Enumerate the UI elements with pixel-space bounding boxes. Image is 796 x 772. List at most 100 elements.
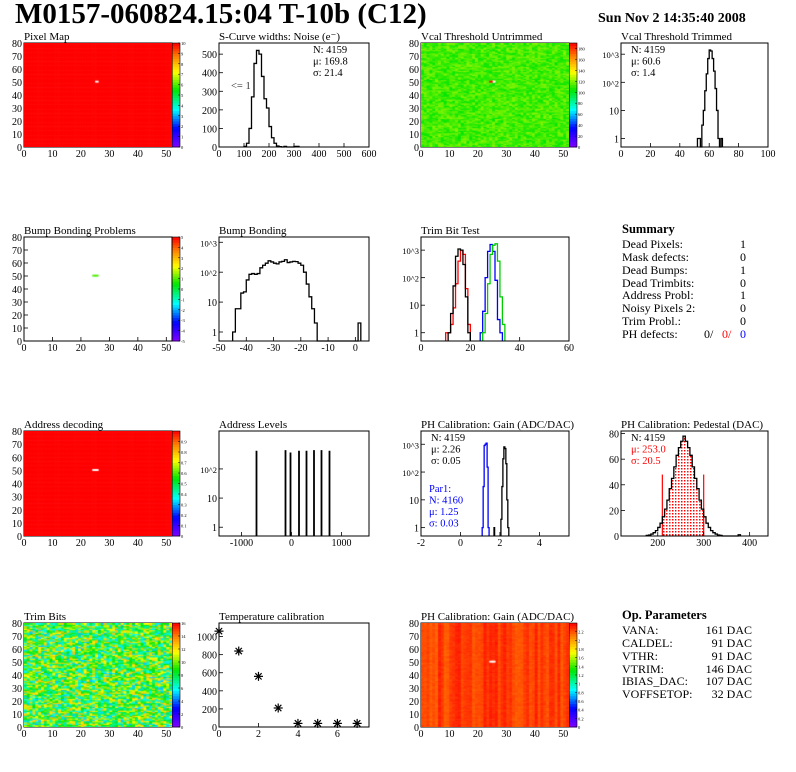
x-tick-label: 4 bbox=[537, 538, 542, 549]
x-tick-label: -40 bbox=[240, 343, 253, 354]
colorbar-tick-label: 10 bbox=[181, 41, 186, 46]
colorbar-band bbox=[172, 126, 180, 130]
ph-defects-red: 0/ bbox=[722, 327, 732, 342]
colorbar-band bbox=[172, 436, 180, 440]
colorbar-band bbox=[172, 533, 180, 537]
x-tick-label: 0 bbox=[619, 149, 624, 160]
plot-frame bbox=[420, 430, 570, 537]
colorbar-band bbox=[569, 45, 577, 49]
x-tick-label: 50 bbox=[161, 149, 171, 160]
colorbar-band bbox=[172, 255, 180, 259]
histogram-bin-filled bbox=[694, 478, 697, 536]
colorbar-tick-label: 180 bbox=[578, 46, 586, 51]
colorbar-band bbox=[569, 680, 577, 684]
y-tick-label: 10 bbox=[609, 106, 619, 117]
heatmap bbox=[24, 237, 172, 341]
colorbar-band bbox=[569, 69, 577, 73]
summary-row: Address Probl: 1 bbox=[622, 289, 762, 302]
x-tick-label: 200 bbox=[262, 149, 277, 160]
colorbar-band bbox=[172, 237, 180, 241]
x-tick-label: 20 bbox=[76, 729, 86, 740]
row-value: 91 DAC bbox=[711, 635, 752, 650]
colorbar-band bbox=[172, 66, 180, 70]
colorbar-band bbox=[172, 706, 180, 710]
plot-frame bbox=[218, 236, 370, 342]
row-value: 0 bbox=[740, 249, 746, 264]
colorbar-band bbox=[172, 43, 180, 47]
colorbar-tick-label: -4 bbox=[181, 329, 185, 334]
y-tick-label: 10 bbox=[12, 324, 22, 335]
x-tick-label: 100 bbox=[761, 149, 776, 160]
row-label: Dead Bumps: bbox=[622, 262, 688, 277]
colorbar-band bbox=[172, 63, 180, 67]
histogram-spike bbox=[305, 450, 308, 536]
y-tick-label: 50 bbox=[409, 658, 419, 669]
y-tick-label: 40 bbox=[12, 91, 22, 102]
row-label: CALDEL: bbox=[622, 635, 673, 650]
colorbar-band bbox=[172, 708, 180, 712]
y-tick-label: 200 bbox=[202, 106, 217, 117]
colorbar-band bbox=[172, 695, 180, 699]
stats-line: μ: 60.6 bbox=[631, 57, 661, 68]
colorbar-band bbox=[569, 651, 577, 655]
y-tick-label: 10^2 bbox=[402, 274, 419, 284]
colorbar-band bbox=[172, 483, 180, 487]
colorbar-band bbox=[172, 87, 180, 91]
histogram-bin-filled bbox=[671, 478, 674, 536]
y-tick-label: 70 bbox=[12, 246, 22, 257]
colorbar-band bbox=[172, 441, 180, 445]
colorbar-tick-label: 80 bbox=[578, 101, 583, 106]
colorbar-band bbox=[172, 123, 180, 127]
colorbar-band bbox=[172, 118, 180, 122]
data-point-star bbox=[352, 718, 362, 728]
colorbar-tick-label: 9 bbox=[181, 51, 184, 56]
x-tick-label: 0 bbox=[353, 343, 358, 354]
histogram-line bbox=[447, 248, 471, 341]
y-tick-label: 1 bbox=[614, 135, 619, 146]
x-tick-label: 10 bbox=[444, 729, 454, 740]
colorbar-band bbox=[569, 71, 577, 75]
x-tick-label: 30 bbox=[501, 729, 511, 740]
colorbar-tick-label: 120 bbox=[578, 79, 586, 84]
y-tick-label: 70 bbox=[12, 52, 22, 63]
x-tick-label: 400 bbox=[312, 149, 327, 160]
row-value: 161 DAC bbox=[705, 622, 752, 637]
y-tick-label: 10^3 bbox=[200, 238, 217, 248]
colorbar-band bbox=[172, 459, 180, 463]
y-tick-label: 400 bbox=[202, 687, 217, 698]
colorbar-band bbox=[569, 719, 577, 723]
colorbar-tick-label: 4 bbox=[181, 245, 184, 250]
colorbar-tick-label: 4 bbox=[181, 103, 184, 108]
plot-frame bbox=[620, 430, 769, 537]
x-tick-label: 6 bbox=[335, 729, 340, 740]
colorbar-band bbox=[569, 682, 577, 686]
x-tick-label: 0 bbox=[419, 149, 424, 160]
stats-line: N: 4159 bbox=[631, 433, 665, 444]
y-tick-label: 600 bbox=[202, 669, 217, 680]
histogram-spike bbox=[328, 450, 331, 536]
y-tick-label: 1 bbox=[414, 329, 419, 340]
colorbar-band bbox=[569, 128, 577, 132]
x-tick-label: 0 bbox=[458, 538, 463, 549]
colorbar-tick-label: 5 bbox=[181, 93, 184, 98]
colorbar-tick-label: 2 bbox=[181, 124, 183, 129]
colorbar-band bbox=[172, 252, 180, 256]
colorbar-band bbox=[172, 335, 180, 339]
row-value: 107 DAC bbox=[705, 674, 752, 689]
colorbar-band bbox=[172, 467, 180, 471]
plot-frame bbox=[620, 42, 769, 148]
x-tick-label: 10 bbox=[47, 538, 57, 549]
x-tick-label: 20 bbox=[76, 343, 86, 354]
colorbar-tick-label: 60 bbox=[578, 112, 583, 117]
row-label: PH defects: bbox=[622, 327, 678, 342]
colorbar-tick-label: 1 bbox=[181, 277, 183, 282]
colorbar-band bbox=[172, 457, 180, 461]
heatmap bbox=[421, 623, 569, 727]
colorbar-band bbox=[569, 638, 577, 642]
panel-title: Address decoding bbox=[24, 419, 104, 431]
x-tick-label: 0 bbox=[419, 729, 424, 740]
x-tick-label: 10 bbox=[444, 149, 454, 160]
colorbar-band bbox=[172, 244, 180, 248]
colorbar-band bbox=[172, 682, 180, 686]
colorbar-band bbox=[172, 309, 180, 313]
